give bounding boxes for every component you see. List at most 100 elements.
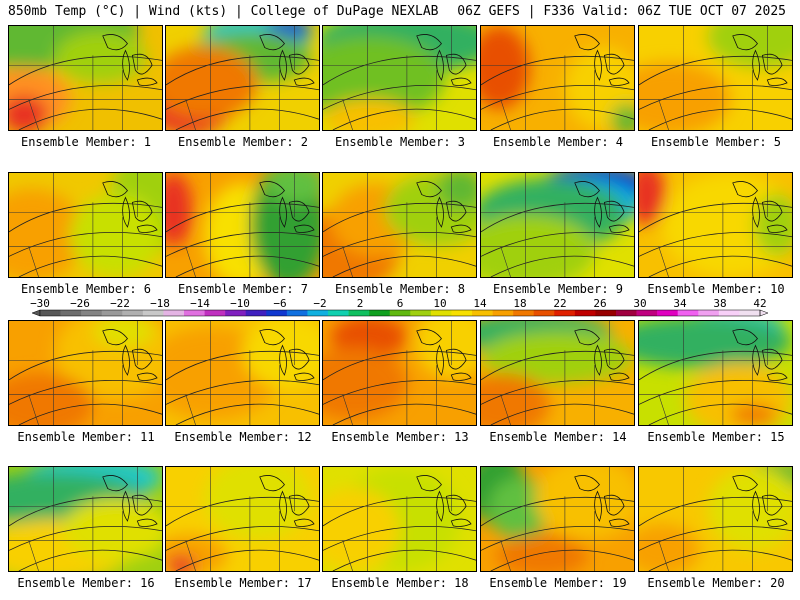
colorbar-outline: [39, 309, 761, 317]
great-lakes-outline: [102, 34, 158, 86]
temperature-anomaly: [166, 555, 197, 571]
member-label: Ensemble Member: 14: [489, 430, 627, 444]
member-label: Ensemble Member: 11: [17, 430, 155, 444]
colorbar-segment: [492, 310, 514, 316]
ensemble-member-map: [8, 25, 163, 131]
colorbar-tick-label: 42: [753, 298, 766, 310]
wind-streamlines: [323, 55, 476, 130]
temperature-anomaly: [661, 173, 792, 277]
ensemble-member-map: [165, 466, 320, 572]
wind-streamlines: [639, 55, 792, 130]
ensemble-member-map: [322, 172, 477, 278]
temperature-anomaly: [481, 331, 634, 384]
colorbar-tick-label: −10: [230, 298, 250, 310]
colorbar-tick-label: 26: [593, 298, 606, 310]
colorbar-segment: [163, 310, 185, 316]
great-lakes-outline: [259, 475, 315, 527]
colorbar-segment: [533, 310, 555, 316]
wind-streamlines: [166, 496, 319, 571]
wind-streamlines: [166, 202, 319, 277]
wind-streamlines: [639, 202, 792, 277]
colorbar-segment: [430, 310, 452, 316]
colorbar-segment: [718, 310, 740, 316]
member-label: Ensemble Member: 15: [647, 430, 785, 444]
temperature-anomaly: [639, 62, 731, 130]
ensemble-member-map: [322, 25, 477, 131]
ensemble-member-map: [480, 320, 635, 426]
temperature-anomaly: [62, 498, 162, 561]
colorbar-segment: [204, 310, 226, 316]
member-label: Ensemble Member: 2: [177, 135, 309, 149]
great-lakes-outline: [259, 329, 315, 381]
state-borders: [9, 467, 162, 571]
wind-streamlines: [166, 350, 319, 425]
colorbar-segment: [595, 310, 617, 316]
temperature-anomaly: [639, 524, 701, 571]
state-borders: [323, 173, 476, 277]
state-borders: [481, 467, 634, 571]
wind-streamlines: [166, 55, 319, 130]
colorbar-tick-label: 38: [713, 298, 726, 310]
colorbar-segment: [513, 310, 535, 316]
member-label: Ensemble Member: 13: [331, 430, 469, 444]
member-label: Ensemble Member: 6: [20, 282, 152, 296]
temperature-anomaly: [323, 487, 400, 571]
wind-streamlines: [9, 55, 162, 130]
state-borders: [481, 173, 634, 277]
state-borders: [9, 26, 162, 130]
run-info: 06Z GEFS | F336 Valid: 06Z TUE OCT 07 20…: [457, 4, 786, 19]
wind-streamlines: [9, 350, 162, 425]
colorbar-tick-label: 22: [553, 298, 566, 310]
colorbar-segment: [307, 310, 329, 316]
colorbar-tick-label: −14: [190, 298, 210, 310]
great-lakes-outline: [574, 181, 630, 233]
colorbar-tick-label: −18: [150, 298, 170, 310]
great-lakes-outline: [732, 329, 788, 381]
temperature-anomaly: [488, 477, 550, 540]
member-label: Ensemble Member: 5: [650, 135, 782, 149]
colorbar-segment: [574, 310, 596, 316]
wind-streamlines: [9, 496, 162, 571]
colorbar-tick-label: 18: [513, 298, 526, 310]
great-lakes-outline: [732, 34, 788, 86]
great-lakes-outline: [102, 475, 158, 527]
state-borders: [9, 173, 162, 277]
temperature-anomaly: [730, 404, 777, 425]
colorbar-segment: [60, 310, 82, 316]
state-borders: [323, 26, 476, 130]
colorbar-segment: [122, 310, 144, 316]
temperature-anomaly: [323, 36, 446, 120]
ensemble-member-map: [165, 320, 320, 426]
wind-streamlines: [639, 350, 792, 425]
temperature-anomaly: [414, 321, 476, 379]
colorbar-segment: [81, 310, 103, 316]
colorbar-segment: [142, 310, 164, 316]
state-borders: [639, 321, 792, 425]
wind-streamlines: [9, 202, 162, 277]
temperature-anomaly: [93, 321, 155, 347]
member-label: Ensemble Member: 1: [20, 135, 152, 149]
colorbar-segment: [698, 310, 720, 316]
great-lakes-outline: [574, 329, 630, 381]
state-borders: [9, 321, 162, 425]
state-borders: [481, 321, 634, 425]
colorbar-segment: [266, 310, 288, 316]
colorbar-segment: [328, 310, 349, 316]
state-borders: [166, 321, 319, 425]
colorbar-segment: [451, 310, 473, 316]
colorbar-segment: [472, 310, 493, 316]
great-lakes-outline: [102, 329, 158, 381]
state-borders: [166, 467, 319, 571]
member-label: Ensemble Member: 17: [174, 576, 312, 590]
ensemble-member-map: [480, 25, 635, 131]
wind-streamlines: [481, 496, 634, 571]
member-label: Ensemble Member: 8: [334, 282, 466, 296]
great-lakes-outline: [416, 34, 472, 86]
colorbar-tick-label: −30: [30, 298, 50, 310]
colorbar-tick-label: 2: [357, 298, 364, 310]
great-lakes-outline: [732, 475, 788, 527]
colorbar-arrow-right: [759, 309, 769, 317]
colorbar-segment: [410, 310, 432, 316]
state-borders: [639, 173, 792, 277]
temperature-anomaly: [70, 193, 162, 277]
